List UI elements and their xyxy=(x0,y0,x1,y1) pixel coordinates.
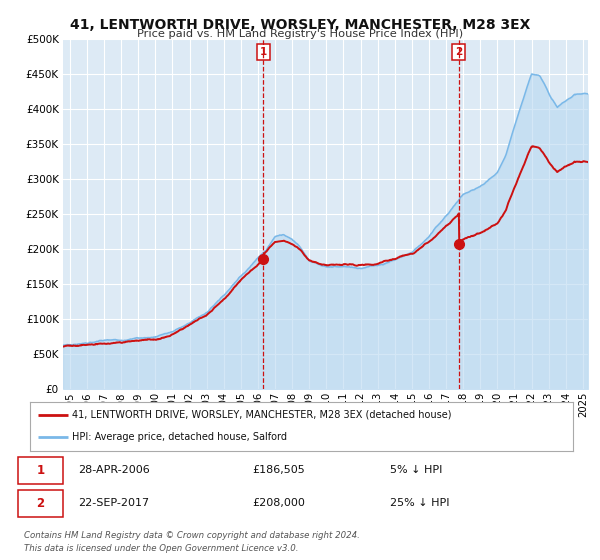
Text: 25% ↓ HPI: 25% ↓ HPI xyxy=(390,498,449,508)
Text: 2: 2 xyxy=(455,47,462,57)
FancyBboxPatch shape xyxy=(18,489,63,517)
Text: £208,000: £208,000 xyxy=(252,498,305,508)
Text: £186,505: £186,505 xyxy=(252,465,305,475)
Text: 1: 1 xyxy=(260,47,267,57)
Text: Price paid vs. HM Land Registry's House Price Index (HPI): Price paid vs. HM Land Registry's House … xyxy=(137,29,463,39)
Text: 41, LENTWORTH DRIVE, WORSLEY, MANCHESTER, M28 3EX (detached house): 41, LENTWORTH DRIVE, WORSLEY, MANCHESTER… xyxy=(73,410,452,420)
Text: HPI: Average price, detached house, Salford: HPI: Average price, detached house, Salf… xyxy=(73,432,287,442)
Text: This data is licensed under the Open Government Licence v3.0.: This data is licensed under the Open Gov… xyxy=(24,544,299,553)
Text: 2: 2 xyxy=(37,497,44,510)
Text: 5% ↓ HPI: 5% ↓ HPI xyxy=(390,465,442,475)
FancyBboxPatch shape xyxy=(18,456,63,484)
Text: 28-APR-2006: 28-APR-2006 xyxy=(78,465,150,475)
Text: 41, LENTWORTH DRIVE, WORSLEY, MANCHESTER, M28 3EX: 41, LENTWORTH DRIVE, WORSLEY, MANCHESTER… xyxy=(70,18,530,32)
Text: 22-SEP-2017: 22-SEP-2017 xyxy=(78,498,149,508)
Text: Contains HM Land Registry data © Crown copyright and database right 2024.: Contains HM Land Registry data © Crown c… xyxy=(24,531,360,540)
Text: 1: 1 xyxy=(37,464,44,477)
